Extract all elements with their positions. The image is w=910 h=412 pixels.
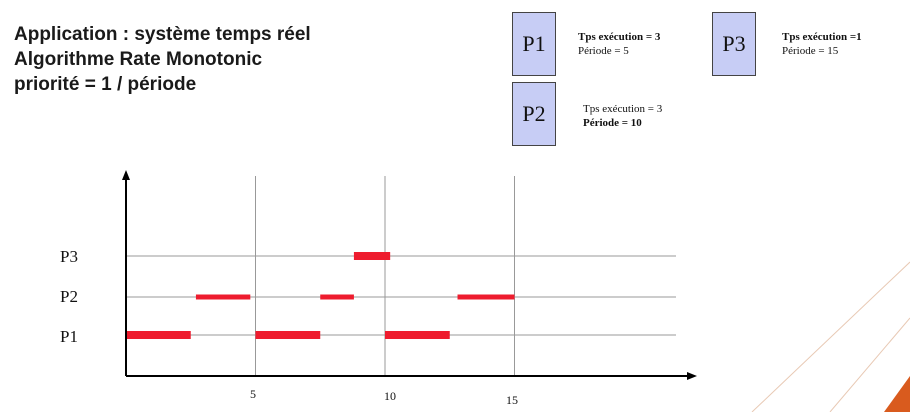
exec-bar-p2-3: [320, 294, 354, 300]
row-label-p3: P3: [60, 247, 78, 266]
process-box-p1: P1: [512, 12, 556, 76]
p2-period-label: Période = 10: [583, 117, 642, 129]
p2-exec-label: Tps exécution = 3: [583, 103, 663, 115]
process-info-p1: Tps exécution = 3 Période = 5: [578, 30, 660, 58]
p3-exec-label: Tps exécution =1: [782, 31, 862, 43]
exec-bar-p2-6: [457, 294, 515, 300]
row-label-p1: P1: [60, 327, 78, 346]
title-line-3: priorité = 1 / période: [14, 74, 197, 95]
x-tick-15: 15: [506, 393, 518, 407]
grid-layer: [126, 176, 676, 376]
axes-layer: [122, 170, 697, 380]
x-tick-5: 5: [250, 387, 256, 401]
corner-line-1: [751, 261, 910, 412]
exec-bar-p1-5: [385, 331, 450, 339]
bars-layer: [126, 252, 515, 339]
process-info-p3: Tps exécution =1 Période = 15: [782, 30, 862, 58]
process-info-p2: Tps exécution = 3 Période = 10: [583, 102, 662, 130]
corner-line-2: [829, 317, 910, 412]
x-tick-10: 10: [384, 389, 396, 403]
title-line-2: Algorithme Rate Monotonic: [14, 49, 263, 70]
corner-triangle-fill: [884, 376, 910, 412]
process-box-p3: P3: [712, 12, 756, 76]
page-title: Application : système temps réel Algorit…: [14, 22, 311, 97]
p1-period-label: Période = 5: [578, 45, 629, 57]
process-box-p2: P2: [512, 82, 556, 146]
exec-bar-p1-2: [255, 331, 321, 339]
exec-bar-p3-4: [353, 252, 391, 260]
y-axis-arrow: [122, 170, 130, 180]
x-axis-arrow: [687, 372, 697, 380]
p3-period-label: Période = 15: [782, 45, 839, 57]
title-line-1: Application : système temps réel: [14, 24, 311, 45]
row-label-p2: P2: [60, 287, 78, 306]
exec-bar-p1-0: [126, 331, 191, 339]
p1-exec-label: Tps exécution = 3: [578, 31, 661, 43]
exec-bar-p2-1: [195, 294, 251, 300]
